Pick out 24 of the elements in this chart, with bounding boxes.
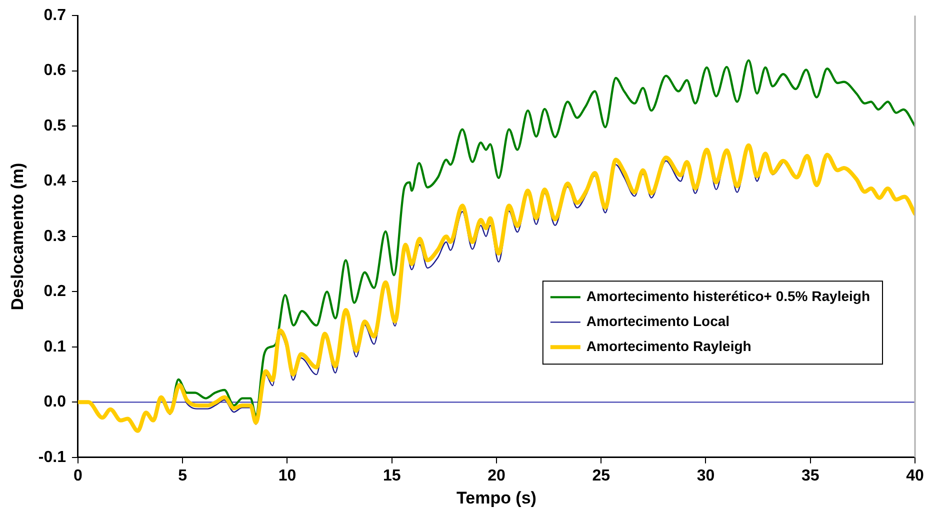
x-tick-label: 30 <box>696 467 715 484</box>
y-tick-label: 0.7 <box>44 7 66 24</box>
x-tick-label: 40 <box>906 467 924 484</box>
line-series <box>78 143 915 433</box>
y-tick-label: -0.1 <box>38 448 66 466</box>
x-tick-label: 5 <box>178 467 188 484</box>
y-tick-label: 0.4 <box>44 172 66 190</box>
x-tick-label: 15 <box>382 467 401 484</box>
y-tick-label: 0.3 <box>44 228 66 245</box>
x-tick-label: 20 <box>488 467 506 484</box>
legend-label: Amortecimento histerético+ 0.5% Rayleigh <box>586 288 870 304</box>
y-tick-label: 0.6 <box>44 62 66 80</box>
y-tick-label: 0.2 <box>44 283 66 300</box>
x-axis-title: Tempo (s) <box>456 488 536 508</box>
y-axis-title: Deslocamento (m) <box>8 162 27 310</box>
y-tick-label: 0.1 <box>44 338 66 356</box>
x-tick-label: 10 <box>278 467 296 484</box>
legend-label: Amortecimento Rayleigh <box>586 338 752 354</box>
x-tick-label: 35 <box>801 467 820 484</box>
x-tick-label: 0 <box>74 467 83 484</box>
x-tick-label: 25 <box>592 467 610 484</box>
legend-label: Amortecimento Local <box>586 313 730 330</box>
y-tick-label: 0.0 <box>44 394 66 411</box>
y-tick-label: 0.5 <box>44 117 66 134</box>
